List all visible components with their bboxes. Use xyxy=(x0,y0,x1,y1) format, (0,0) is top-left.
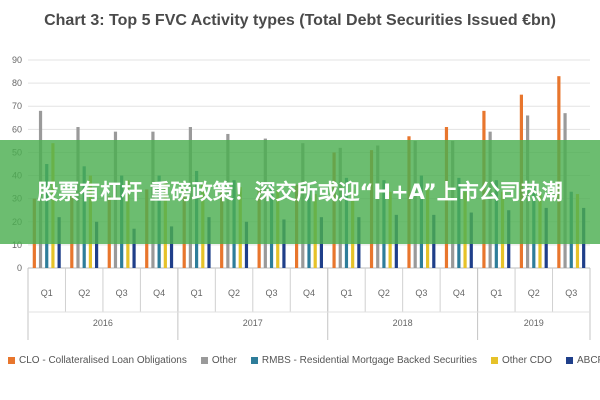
legend-item: Other CDO xyxy=(490,354,552,366)
y-tick-label: 10 xyxy=(12,240,22,250)
legend-label: CLO - Collateralised Loan Obligations xyxy=(19,354,187,366)
x-tick-label: Q2 xyxy=(528,288,540,298)
chart-title: Chart 3: Top 5 FVC Activity types (Total… xyxy=(44,12,556,29)
x-tick-label: Q4 xyxy=(453,288,465,298)
x-tick-label: Q1 xyxy=(41,288,53,298)
legend-swatch xyxy=(200,356,208,364)
legend-swatch xyxy=(8,356,15,364)
y-tick-label: 70 xyxy=(12,101,22,111)
x-tick-label: Q3 xyxy=(565,288,577,298)
legend-item: Other xyxy=(200,354,237,366)
x-tick-label: Q1 xyxy=(490,288,502,298)
x-tick-label: Q3 xyxy=(266,288,278,298)
year-label: 2016 xyxy=(93,318,113,328)
x-tick-label: Q2 xyxy=(228,288,240,298)
year-label: 2017 xyxy=(243,318,263,328)
legend-item: RMBS - Residential Mortgage Backed Secur… xyxy=(250,354,477,366)
legend-item: CLO - Collateralised Loan Obligations xyxy=(8,355,187,366)
x-tick-label: Q3 xyxy=(116,288,128,298)
x-tick-label: Q4 xyxy=(303,288,315,298)
x-tick-label: Q3 xyxy=(415,288,427,298)
year-label: 2019 xyxy=(524,318,544,328)
y-tick-label: 60 xyxy=(12,124,22,134)
legend-label: RMBS - Residential Mortgage Backed Secur… xyxy=(261,354,477,366)
year-label: 2018 xyxy=(393,318,413,328)
legend-label: ABCP xyxy=(577,354,600,366)
x-tick-label: Q2 xyxy=(378,288,390,298)
legend-item: ABCP xyxy=(566,355,600,366)
bar xyxy=(95,221,99,268)
y-tick-label: 80 xyxy=(12,78,22,88)
x-tick-label: Q4 xyxy=(153,288,165,298)
bar xyxy=(132,228,136,268)
chart-legend: CLO - Collateralised Loan Obligations Oth… xyxy=(8,352,600,368)
banner-headline: 股票有杠杆 重磅政策！深交所或迎“H+A”上市公司热潮 xyxy=(37,180,563,204)
x-tick-label: Q2 xyxy=(78,288,90,298)
legend-label: Other xyxy=(211,354,237,366)
overlay-banner[interactable]: 股票有杠杆 重磅政策！深交所或迎“H+A”上市公司热潮 xyxy=(0,140,600,244)
bar xyxy=(169,226,174,268)
legend-label: Other CDO xyxy=(501,354,552,366)
bar xyxy=(244,221,249,268)
y-tick-label: 0 xyxy=(17,263,22,273)
legend-swatch xyxy=(490,356,498,364)
legend-swatch xyxy=(566,356,573,364)
x-tick-label: Q1 xyxy=(340,288,352,298)
y-tick-label: 90 xyxy=(12,55,22,65)
legend-swatch xyxy=(250,356,258,364)
x-tick-label: Q1 xyxy=(191,288,203,298)
